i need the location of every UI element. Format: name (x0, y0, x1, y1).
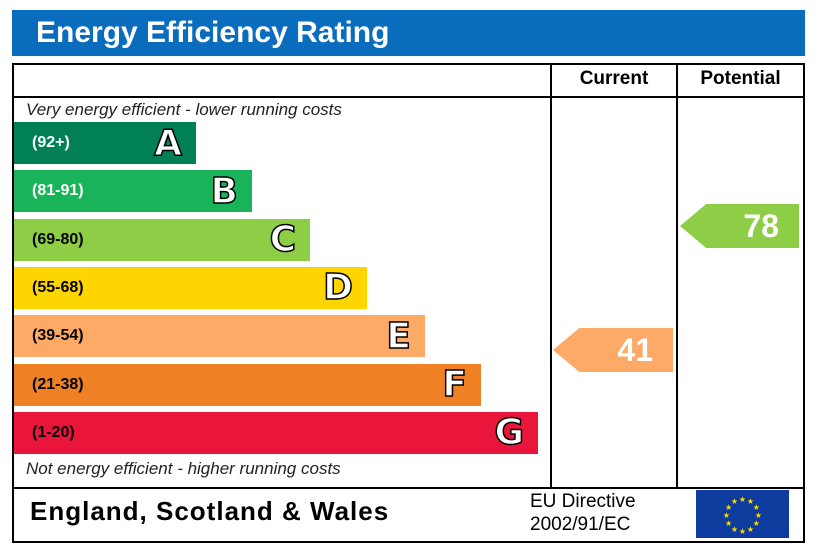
band-range: (55-68) (32, 278, 84, 296)
potential-header: Potential (700, 68, 781, 89)
svg-text:★: ★ (753, 503, 760, 512)
band-letter: E (386, 315, 412, 358)
band-range: (92+) (32, 134, 70, 151)
band-range: (39-54) (32, 327, 84, 345)
divider (12, 487, 805, 489)
directive-line1: EU Directive (530, 491, 636, 512)
band-letter: A (153, 122, 182, 165)
band-c: (69-80) C (14, 218, 310, 261)
svg-text:★: ★ (755, 511, 762, 520)
divider (676, 63, 678, 489)
current-header: Current (579, 68, 649, 89)
band-letter: G (494, 412, 525, 455)
band-d: (55-68) D (14, 267, 367, 309)
band-range: (21-38) (32, 375, 84, 393)
band-g: (1-20) G (14, 412, 538, 454)
band-range: (69-80) (32, 230, 84, 248)
svg-text:★: ★ (753, 519, 760, 528)
rating-frame (12, 63, 805, 543)
svg-text:★: ★ (747, 525, 754, 534)
top-note: Very energy efficient - lower running co… (26, 100, 342, 119)
svg-text:★: ★ (725, 519, 732, 528)
band-letter: F (442, 363, 468, 406)
region-label: England, Scotland & Wales (30, 496, 390, 526)
svg-text:★: ★ (739, 527, 746, 536)
potential-rating-value: 78 (743, 207, 779, 244)
eu-directive: EU Directive 2002/91/EC (530, 490, 636, 536)
eu-flag-icon: ★ ★ ★ ★ ★ ★ ★ ★ ★ ★ ★ ★ (696, 490, 789, 538)
chart-title: Energy Efficiency Rating (12, 10, 805, 56)
band-range: (81-91) (32, 182, 84, 200)
bottom-note: Not energy efficient - higher running co… (26, 459, 341, 478)
band-a: (92+) A (14, 122, 196, 164)
potential-rating-arrow: 78 (680, 204, 799, 248)
current-rating-value: 41 (617, 331, 653, 368)
band-e: (39-54) E (14, 315, 425, 357)
divider (12, 96, 805, 98)
svg-text:★: ★ (725, 503, 732, 512)
band-letter: B (210, 170, 239, 213)
band-b: (81-91) B (14, 170, 252, 213)
svg-text:★: ★ (747, 497, 754, 506)
svg-text:★: ★ (739, 495, 746, 504)
current-rating-arrow: 41 (553, 328, 673, 372)
band-range: (1-20) (32, 423, 75, 441)
divider (550, 63, 552, 489)
band-letter: C (269, 218, 297, 261)
band-letter: D (322, 267, 353, 310)
svg-text:★: ★ (731, 497, 738, 506)
band-f: (21-38) F (14, 363, 481, 406)
svg-text:★: ★ (723, 511, 730, 520)
svg-text:★: ★ (731, 525, 738, 534)
directive-line2: 2002/91/EC (530, 514, 631, 535)
